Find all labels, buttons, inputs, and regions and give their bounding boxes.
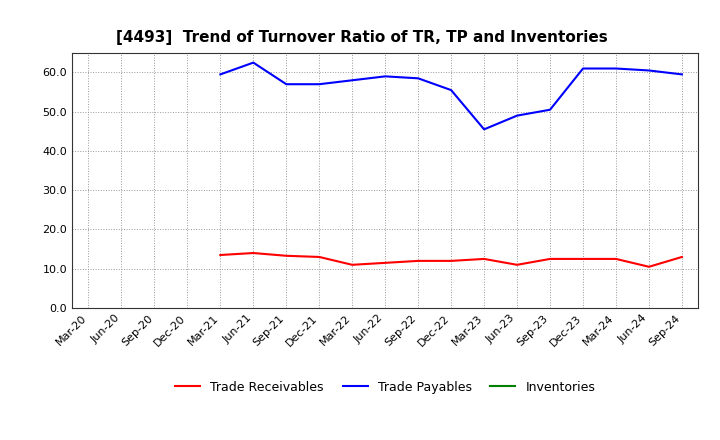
Trade Receivables (414, 258, 423, 264)
Trade Receivables (348, 262, 356, 268)
Trade Payables (480, 127, 488, 132)
Trade Payables (414, 76, 423, 81)
Legend: Trade Receivables, Trade Payables, Inventories: Trade Receivables, Trade Payables, Inven… (170, 376, 600, 399)
Trade Payables (348, 77, 356, 83)
Trade Receivables (546, 256, 554, 261)
Trade Receivables (249, 250, 258, 256)
Trade Payables (644, 68, 653, 73)
Line: Trade Payables: Trade Payables (220, 62, 682, 129)
Trade Payables (282, 81, 291, 87)
Trade Payables (678, 72, 686, 77)
Trade Receivables (381, 260, 390, 265)
Trade Payables (447, 88, 456, 93)
Trade Payables (513, 113, 521, 118)
Trade Receivables (678, 254, 686, 260)
Trade Payables (249, 60, 258, 65)
Trade Receivables (480, 256, 488, 261)
Trade Receivables (315, 254, 323, 260)
Trade Receivables (612, 256, 621, 261)
Trade Receivables (513, 262, 521, 268)
Trade Payables (315, 81, 323, 87)
Trade Receivables (644, 264, 653, 269)
Trade Receivables (282, 253, 291, 258)
Trade Payables (381, 74, 390, 79)
Trade Payables (546, 107, 554, 112)
Line: Trade Receivables: Trade Receivables (220, 253, 682, 267)
Trade Payables (579, 66, 588, 71)
Trade Payables (216, 72, 225, 77)
Trade Receivables (447, 258, 456, 264)
Trade Payables (612, 66, 621, 71)
Trade Receivables (579, 256, 588, 261)
Text: [4493]  Trend of Turnover Ratio of TR, TP and Inventories: [4493] Trend of Turnover Ratio of TR, TP… (116, 29, 608, 45)
Trade Receivables (216, 253, 225, 258)
